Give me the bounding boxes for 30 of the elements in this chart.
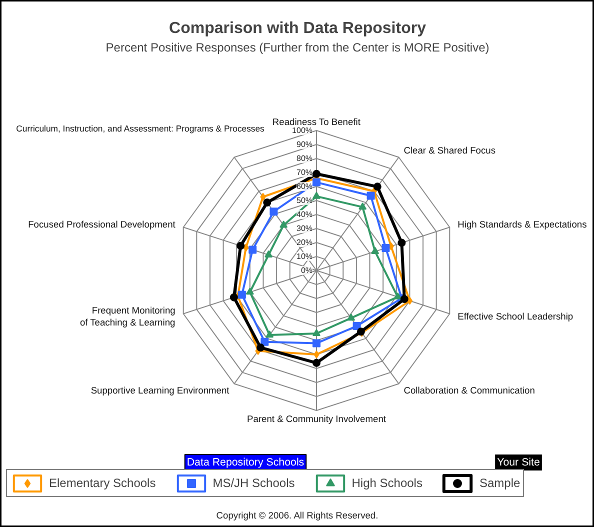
y-tick-label: 0%	[300, 266, 312, 275]
spoke-label: Collaboration & Communication	[404, 386, 535, 396]
spoke-label: High Standards & Expectations	[458, 220, 588, 230]
text: Data Repository Schools	[186, 456, 304, 468]
y-tick-label: 40%	[296, 210, 313, 219]
spoke-label: Clear & Shared Focus	[404, 145, 496, 156]
chart-subtitle: Percent Positive Responses (Further from the Center is MORE Positive)	[106, 40, 490, 54]
y-tick-label: 60%	[296, 182, 313, 191]
y-tick-label: 100%	[292, 126, 313, 135]
chart-title: Comparison with Data Repository	[169, 20, 426, 37]
legend-label: Sample	[479, 476, 520, 490]
y-tick-label: 30%	[296, 224, 313, 233]
spoke-label: Frequent Monitoring of Teaching & Learning	[80, 305, 176, 328]
y-tick-label: 80%	[296, 154, 313, 163]
y-tick-label: 90%	[296, 140, 313, 149]
spoke-label: Focused Professional Development	[28, 220, 176, 230]
spoke-label: Parent & Community Involvement	[247, 414, 386, 424]
legend-label: MS/JH Schools	[212, 476, 295, 490]
spoke-label: Effective School Leadership	[458, 311, 574, 322]
y-tick-label: 50%	[296, 196, 313, 205]
legend-label: Elementary Schools	[49, 476, 156, 490]
legend-label: High Schools	[352, 476, 422, 490]
spoke-label: Supportive Learning Environment	[90, 386, 230, 396]
text: Your Site	[497, 456, 540, 468]
y-tick-label: 70%	[296, 168, 313, 177]
spoke-label: Curriculum, Instruction, and Assessment: Programs & Processes	[16, 124, 266, 134]
y-tick-label: 10%	[296, 252, 313, 261]
y-tick-label: 20%	[296, 238, 313, 247]
text: Copyright © 2006. All Rights Reserved.	[216, 510, 378, 520]
spoke-label: Readiness To Benefit	[272, 117, 361, 128]
